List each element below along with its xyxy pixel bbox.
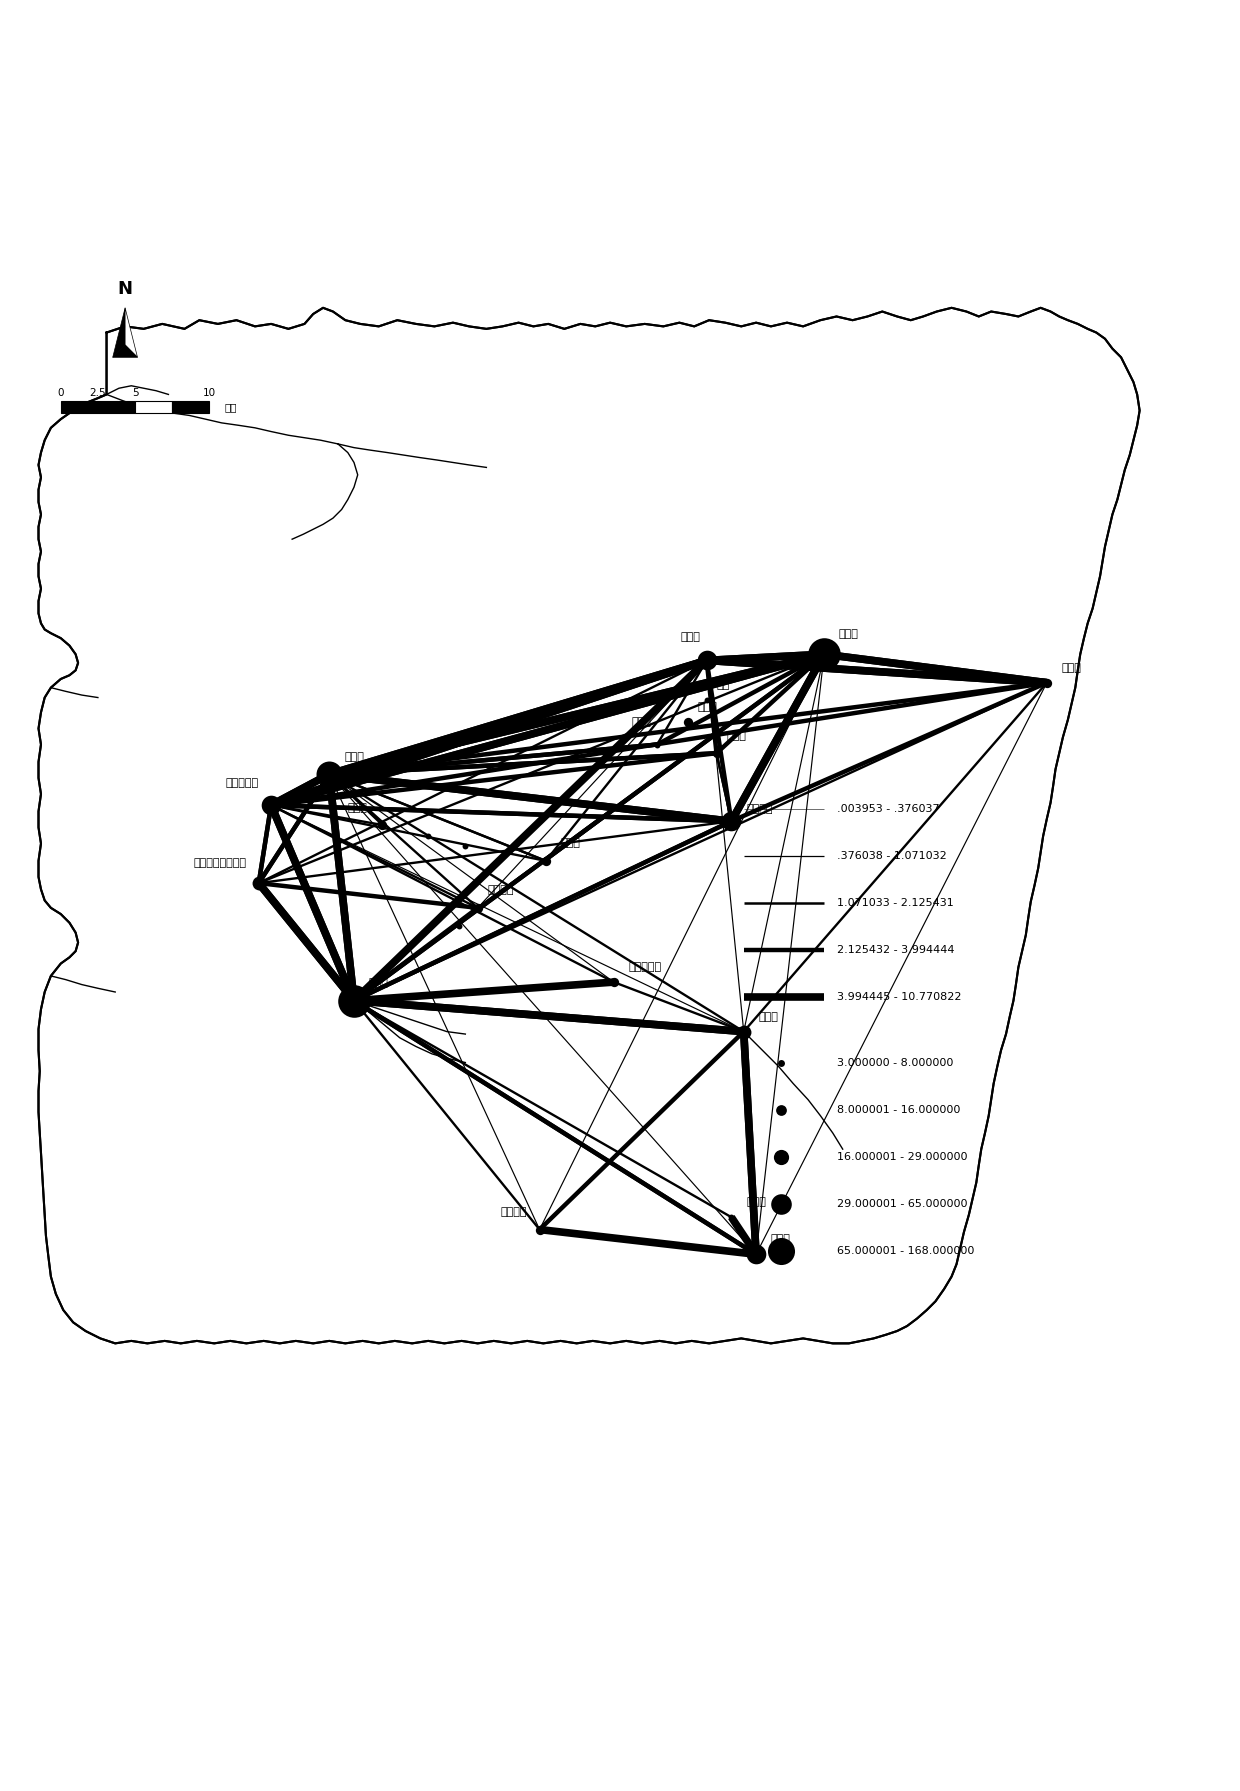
Text: 大丰门瀑流: 大丰门瀑流	[629, 962, 662, 973]
Text: 崇田村: 崇田村	[698, 702, 718, 713]
Text: 2.125432 - 3.994444: 2.125432 - 3.994444	[837, 946, 954, 955]
Point	[647, 731, 667, 759]
Text: 尽平岭: 尽平岭	[347, 802, 367, 813]
Point	[418, 822, 438, 851]
Text: 石社景区: 石社景区	[487, 885, 515, 896]
Point	[262, 792, 281, 820]
Text: 5: 5	[131, 387, 139, 398]
Text: .376038 - 1.071032: .376038 - 1.071032	[837, 851, 946, 861]
Text: 千米: 千米	[224, 401, 237, 412]
Point	[771, 1189, 791, 1218]
Text: 8.000001 - 16.000000: 8.000001 - 16.000000	[837, 1105, 960, 1114]
Text: 65.000001 - 168.000000: 65.000001 - 168.000000	[837, 1245, 973, 1255]
Text: 蒙花布村: 蒙花布村	[501, 1207, 527, 1218]
Point	[449, 912, 469, 940]
Text: 阿婆六村: 阿婆六村	[746, 804, 773, 813]
Point	[734, 1017, 754, 1046]
Point	[604, 967, 624, 996]
Text: 天堂顶: 天堂顶	[560, 838, 580, 849]
Point	[771, 1143, 791, 1171]
Text: N: N	[118, 279, 133, 297]
Text: 良口镇: 良口镇	[343, 752, 365, 761]
Text: 正果镇: 正果镇	[771, 1234, 791, 1245]
Point	[771, 1096, 791, 1125]
Text: 0: 0	[57, 387, 64, 398]
Text: 石门国家森林公园: 石门国家森林公园	[193, 858, 247, 869]
Text: 1.071033 - 2.125431: 1.071033 - 2.125431	[837, 897, 954, 908]
Point	[746, 1239, 766, 1268]
Point	[697, 686, 717, 715]
Point	[249, 869, 269, 897]
Polygon shape	[113, 308, 125, 358]
Point	[771, 1236, 791, 1264]
Text: 16.000001 - 29.000000: 16.000001 - 29.000000	[837, 1152, 967, 1162]
Point	[1037, 668, 1056, 697]
Point	[707, 740, 727, 768]
Bar	[172, 401, 210, 414]
Point	[372, 811, 392, 840]
Point	[815, 639, 835, 668]
Bar	[135, 401, 172, 414]
Text: 29.000001 - 65.000000: 29.000001 - 65.000000	[837, 1198, 967, 1209]
Text: 3.000000 - 8.000000: 3.000000 - 8.000000	[837, 1057, 952, 1067]
Text: .003953 - .376037: .003953 - .376037	[837, 804, 939, 813]
Text: 嘤鸣: 嘤鸣	[717, 681, 730, 690]
Text: 下漕村: 下漕村	[631, 716, 651, 727]
Text: 牛牯嶂: 牛牯嶂	[759, 1012, 779, 1021]
Point	[771, 1048, 791, 1076]
Text: 桂峰山: 桂峰山	[1061, 663, 1081, 673]
Text: 獭象村: 獭象村	[681, 632, 701, 641]
Point	[467, 894, 487, 922]
Text: 2.5: 2.5	[89, 387, 107, 398]
Point	[722, 808, 742, 836]
Text: 着水湾温泉: 着水湾温泉	[226, 777, 259, 788]
Point	[536, 847, 556, 876]
Polygon shape	[38, 308, 1140, 1343]
Text: 白水寨: 白水寨	[368, 978, 388, 989]
Text: 目田镇: 目田镇	[839, 629, 859, 639]
Point	[722, 1204, 742, 1232]
Point	[343, 987, 363, 1015]
Point	[455, 831, 475, 860]
Point	[697, 647, 717, 675]
Bar	[61, 401, 135, 414]
Text: 10: 10	[202, 387, 216, 398]
Point	[703, 720, 723, 749]
Text: 高茶园: 高茶园	[727, 731, 746, 741]
Point	[678, 707, 698, 736]
Text: 湖心岛: 湖心岛	[746, 1196, 766, 1207]
Point	[529, 1216, 549, 1245]
Polygon shape	[125, 308, 138, 358]
Point	[320, 759, 340, 788]
Polygon shape	[113, 346, 138, 358]
Text: 3.994445 - 10.770822: 3.994445 - 10.770822	[837, 992, 961, 1001]
